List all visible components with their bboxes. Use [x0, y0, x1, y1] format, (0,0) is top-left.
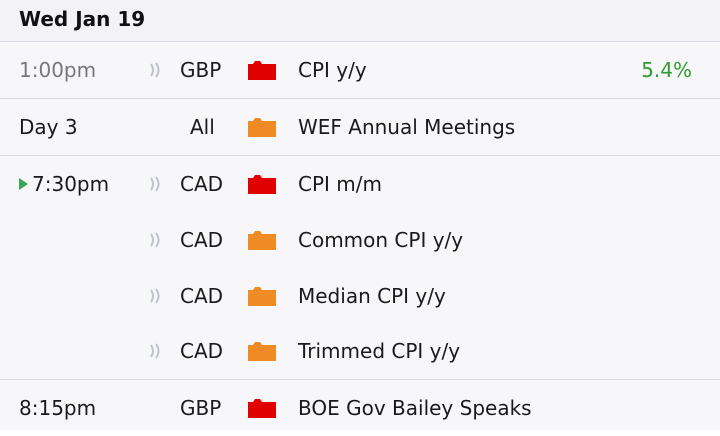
impact-folder-icon[interactable]: [247, 116, 277, 138]
event-currency: All: [190, 115, 215, 139]
event-title[interactable]: Trimmed CPI y/y: [298, 339, 461, 363]
impact-folder-icon[interactable]: [247, 59, 277, 81]
speaker-icon[interactable]: [146, 61, 164, 79]
event-row[interactable]: Day 3 All WEF Annual Meetings: [0, 99, 720, 156]
event-currency: CAD: [180, 172, 224, 196]
event-currency: GBP: [180, 396, 222, 420]
event-time: 1:00pm: [19, 58, 97, 82]
event-row[interactable]: CAD Trimmed CPI y/y: [0, 323, 720, 380]
event-title[interactable]: CPI m/m: [298, 172, 382, 196]
speaker-icon[interactable]: [146, 175, 164, 193]
event-row[interactable]: 7:30pm CAD CPI m/m: [0, 156, 720, 212]
event-title[interactable]: WEF Annual Meetings: [298, 115, 516, 139]
event-currency: GBP: [180, 58, 222, 82]
speaker-icon[interactable]: [146, 231, 164, 249]
day-header: Wed Jan 19: [0, 0, 720, 42]
event-time: 7:30pm: [19, 156, 109, 212]
next-event-arrow-icon: [19, 178, 28, 190]
event-row[interactable]: 8:15pm GBP BOE Gov Bailey Speaks: [0, 380, 720, 430]
speaker-icon[interactable]: [146, 342, 164, 360]
speaker-icon[interactable]: [146, 287, 164, 305]
event-title[interactable]: Common CPI y/y: [298, 228, 464, 252]
impact-folder-icon[interactable]: [247, 229, 277, 251]
impact-folder-icon[interactable]: [247, 397, 277, 419]
event-row[interactable]: CAD Median CPI y/y: [0, 268, 720, 324]
impact-folder-icon[interactable]: [247, 285, 277, 307]
event-currency: CAD: [180, 339, 224, 363]
event-time: Day 3: [19, 115, 78, 139]
event-currency: CAD: [180, 228, 224, 252]
event-currency: CAD: [180, 284, 224, 308]
event-title[interactable]: CPI y/y: [298, 58, 367, 82]
event-title[interactable]: BOE Gov Bailey Speaks: [298, 396, 532, 420]
impact-folder-icon[interactable]: [247, 173, 277, 195]
event-time-text: 7:30pm: [32, 172, 110, 196]
event-row[interactable]: 1:00pm GBP CPI y/y 5.4%: [0, 42, 720, 99]
event-row[interactable]: CAD Common CPI y/y: [0, 212, 720, 268]
event-actual: 5.4%: [641, 58, 692, 82]
impact-folder-icon[interactable]: [247, 340, 277, 362]
day-title: Wed Jan 19: [19, 7, 146, 31]
event-title[interactable]: Median CPI y/y: [298, 284, 446, 308]
event-time: 8:15pm: [19, 396, 97, 420]
